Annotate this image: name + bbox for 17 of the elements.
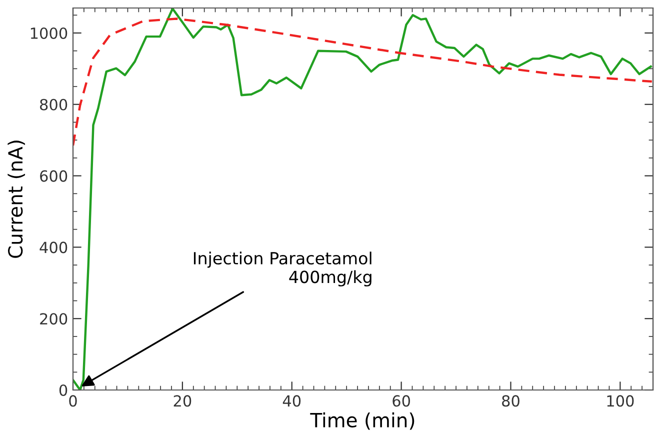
annotation: Injection Paracetamol 400mg/kg	[194, 252, 372, 286]
line-series	[73, 8, 652, 390]
line-series	[73, 18, 653, 147]
y-tick-label: 0	[59, 384, 68, 396]
x-tick-label: 20	[174, 395, 192, 407]
y-axis-title: Current (nA)	[8, 140, 25, 258]
y-tick-label: 600	[40, 170, 68, 182]
x-tick-label: 0	[69, 395, 77, 407]
x-tick-label: 60	[392, 395, 410, 407]
y-tick-label: 200	[40, 313, 68, 325]
y-tick-label: 400	[40, 242, 68, 254]
x-tick-label: 80	[502, 395, 520, 407]
x-axis-title: Time (min)	[310, 412, 414, 430]
x-tick-label: 100	[607, 395, 634, 407]
y-tick-label: 1000	[30, 27, 68, 40]
y-tick-label: 800	[40, 98, 68, 110]
x-tick-label: 40	[282, 395, 301, 407]
